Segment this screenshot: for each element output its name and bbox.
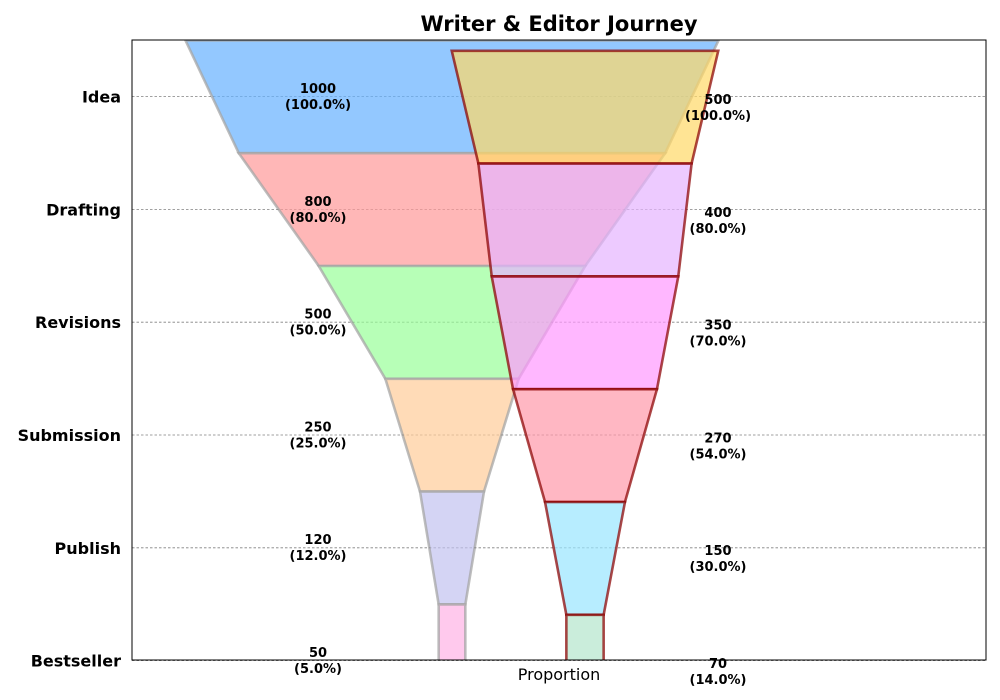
chart-title: Writer & Editor Journey xyxy=(420,12,697,36)
data-labels: 1000 (100.0%) 800 (80.0%) 500 (50.0%) 250 (25.0… xyxy=(285,82,751,688)
editor-segment-revisions xyxy=(490,275,680,391)
writer-segment-bestseller xyxy=(437,603,467,660)
writer-data-label: 1000 (100.0%) xyxy=(285,82,351,113)
editor-data-label: 270 (54.0%) xyxy=(690,431,747,462)
writer-data-label: 50 (5.0%) xyxy=(294,646,342,677)
plot-frame xyxy=(131,39,987,661)
editor-segment-bestseller xyxy=(565,613,605,660)
writer-data-label: 800 (80.0%) xyxy=(290,195,347,226)
editor-data-label: 500 (100.0%) xyxy=(685,93,751,124)
writer-data-label: 500 (50.0%) xyxy=(290,308,347,339)
editor-funnel xyxy=(450,49,720,660)
writer-segment-publish xyxy=(418,490,486,606)
y-tick-label: Submission xyxy=(18,426,121,445)
editor-segment-submission xyxy=(511,387,659,504)
editor-data-label: 400 (80.0%) xyxy=(690,206,747,237)
y-tick-label: Revisions xyxy=(35,313,121,332)
y-tick-labels: Idea Drafting Revisions Submission Publish Be… xyxy=(18,88,122,671)
y-tick-label: Drafting xyxy=(46,200,121,219)
gridlines xyxy=(132,96,986,661)
editor-segment-idea xyxy=(450,49,720,165)
editor-segments xyxy=(450,49,720,660)
editor-data-label: 150 (30.0%) xyxy=(690,544,747,575)
editor-data-label: 350 (70.0%) xyxy=(690,319,747,350)
y-tick-label: Publish xyxy=(55,539,121,558)
writer-data-label: 250 (25.0%) xyxy=(290,420,347,451)
writer-segment-submission xyxy=(383,377,521,493)
editor-segment-drafting xyxy=(476,162,694,278)
y-tick-label: Idea xyxy=(82,88,121,107)
y-tick-label: Bestseller xyxy=(31,652,121,671)
editor-segment-publish xyxy=(543,500,627,617)
editor-data-label: 70 (14.0%) xyxy=(690,657,747,688)
writer-data-label: 120 (12.0%) xyxy=(290,533,347,564)
x-axis-label: Proportion xyxy=(518,665,601,684)
